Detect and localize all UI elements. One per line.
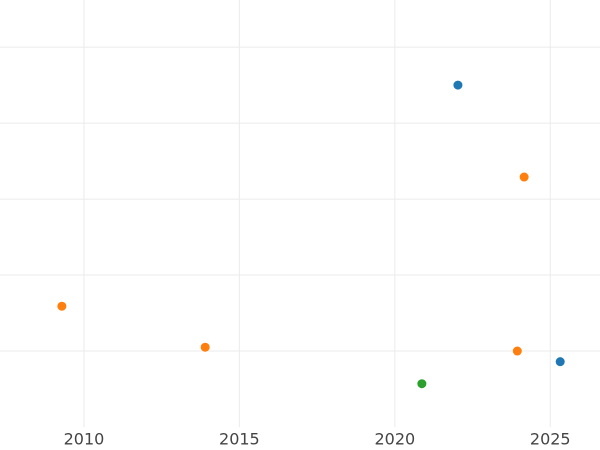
- point: [512, 346, 522, 356]
- point: [417, 379, 427, 389]
- x-tick-label: 2025: [530, 430, 571, 449]
- point: [453, 80, 463, 90]
- x-tick-label: 2015: [219, 430, 260, 449]
- point: [200, 342, 210, 352]
- point: [57, 301, 67, 311]
- point: [555, 357, 565, 367]
- x-tick-label: 2010: [64, 430, 105, 449]
- x-tick-label: 2020: [374, 430, 415, 449]
- point: [519, 172, 529, 182]
